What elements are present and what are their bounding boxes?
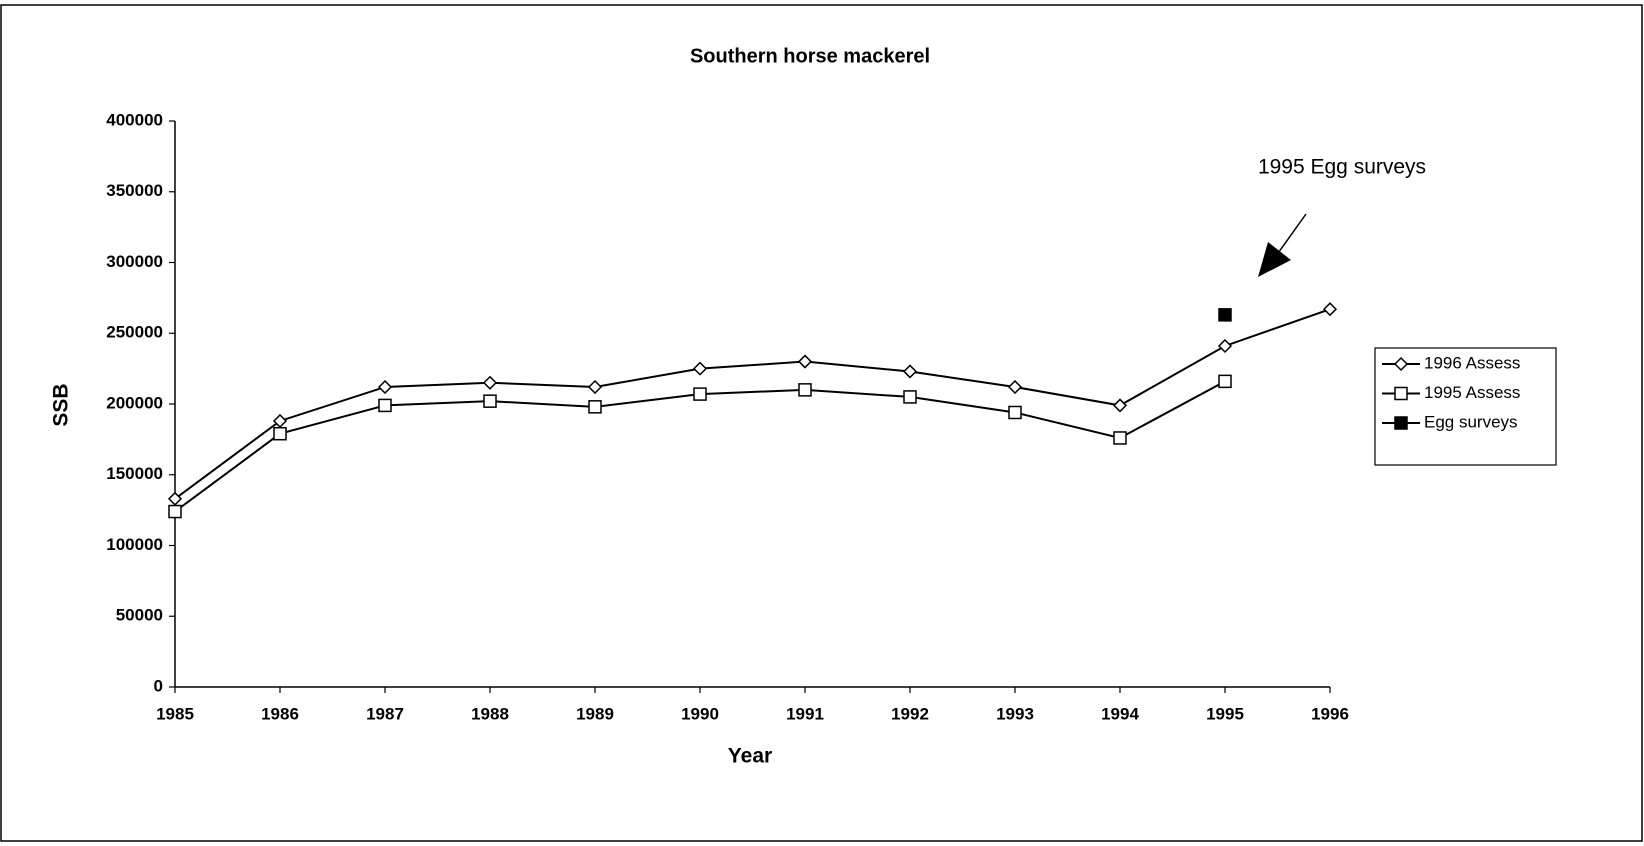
marker [168, 504, 182, 519]
marker [692, 361, 708, 376]
marker [693, 387, 707, 401]
y-tick-label: 300000 [106, 252, 163, 271]
marker [587, 379, 603, 395]
marker [482, 375, 498, 390]
marker [1112, 398, 1128, 413]
marker [378, 398, 392, 413]
annotation: 1995 Egg surveys [1258, 156, 1426, 179]
x-tick-label: 1992 [891, 704, 929, 723]
x-tick-label: 1990 [681, 704, 719, 723]
y-tick-label: 400000 [106, 110, 163, 129]
y-tick-label: 350000 [106, 181, 163, 200]
legend-box [1374, 347, 1557, 466]
marker [1322, 302, 1338, 317]
marker [797, 354, 813, 369]
legend-marker [1393, 356, 1409, 372]
y-tick-label: 50000 [116, 606, 163, 625]
y-tick-label: 250000 [106, 323, 163, 342]
marker [1218, 374, 1232, 389]
legend-label: Egg surveys [1424, 412, 1518, 431]
series-line [174, 308, 1331, 500]
y-tick-label: 100000 [106, 535, 163, 554]
marker [588, 400, 602, 414]
y-axis-label: SSB [50, 383, 73, 426]
marker [1007, 379, 1023, 395]
marker [902, 364, 918, 379]
marker [1217, 338, 1233, 354]
marker [903, 390, 917, 404]
x-tick-label: 1988 [471, 704, 509, 723]
x-axis-label: Year [728, 745, 772, 768]
legend-label: 1996 Assess [1424, 353, 1520, 372]
y-tick-label: 200000 [106, 393, 163, 412]
x-tick-label: 1989 [576, 704, 614, 723]
legend-marker [1394, 386, 1408, 401]
x-tick-label: 1991 [786, 704, 824, 723]
marker [377, 379, 393, 395]
y-tick-label: 0 [154, 676, 163, 695]
x-tick-label: 1994 [1101, 704, 1139, 723]
series-line [174, 380, 1226, 513]
chart-title: Southern horse mackerel [690, 45, 930, 67]
marker [1113, 431, 1127, 445]
frame [0, 4, 1643, 842]
marker [1008, 405, 1022, 420]
legend-label: 1995 Assess [1424, 383, 1520, 402]
x-tick-label: 1986 [261, 704, 299, 723]
marker [798, 383, 812, 397]
x-tick-label: 1996 [1311, 704, 1349, 723]
y-tick-label: 150000 [106, 464, 163, 483]
legend-marker [1394, 416, 1408, 430]
x-tick-label: 1995 [1206, 704, 1244, 723]
marker [273, 426, 287, 441]
annotation-arrow [1275, 213, 1307, 257]
marker [1218, 308, 1232, 322]
annotation-arrowhead [1258, 242, 1291, 277]
x-tick-label: 1987 [366, 704, 404, 723]
x-tick-label: 1993 [996, 704, 1034, 723]
marker [483, 394, 497, 408]
x-tick-label: 1985 [156, 704, 194, 723]
